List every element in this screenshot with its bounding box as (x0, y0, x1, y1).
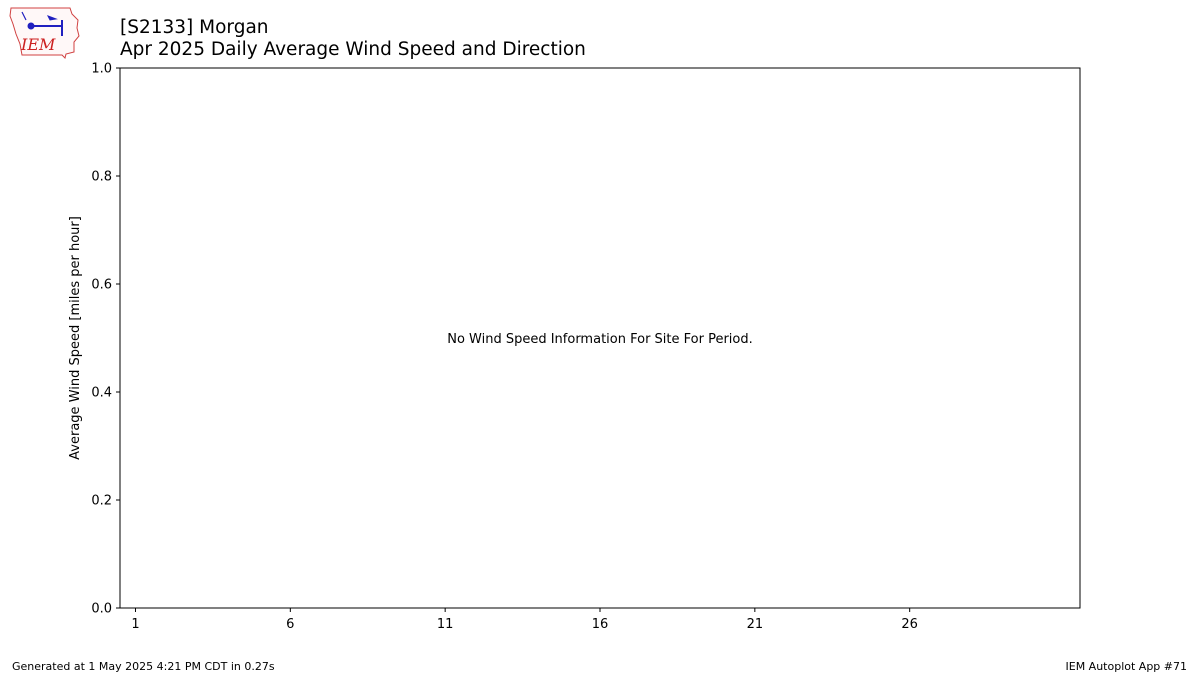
app-footer: IEM Autoplot App #71 (1065, 660, 1188, 673)
x-tick-label: 21 (747, 617, 764, 632)
no-data-annotation: No Wind Speed Information For Site For P… (447, 332, 753, 347)
x-tick-label: 1 (131, 617, 139, 632)
y-tick-label: 0.4 (91, 386, 112, 401)
weather-station-icon (21, 11, 63, 36)
x-tick-label: 11 (437, 617, 454, 632)
x-tick-label: 26 (901, 617, 918, 632)
y-tick-label: 0.8 (91, 170, 112, 185)
y-axis-label: Average Wind Speed [miles per hour] (68, 216, 83, 460)
logo-text: IEM (20, 35, 56, 54)
iem-logo: IEM (9, 7, 80, 59)
x-tick-label: 6 (286, 617, 294, 632)
y-tick-label: 0.6 (91, 278, 112, 293)
y-tick-label: 1.0 (91, 62, 112, 77)
x-tick-label: 16 (592, 617, 609, 632)
y-tick-label: 0.2 (91, 494, 112, 509)
y-tick-label: 0.0 (91, 602, 112, 617)
chart-title-line2: Apr 2025 Daily Average Wind Speed and Di… (120, 39, 586, 60)
generated-footer: Generated at 1 May 2025 4:21 PM CDT in 0… (12, 660, 275, 673)
chart-title-line1: [S2133] Morgan (120, 17, 269, 38)
